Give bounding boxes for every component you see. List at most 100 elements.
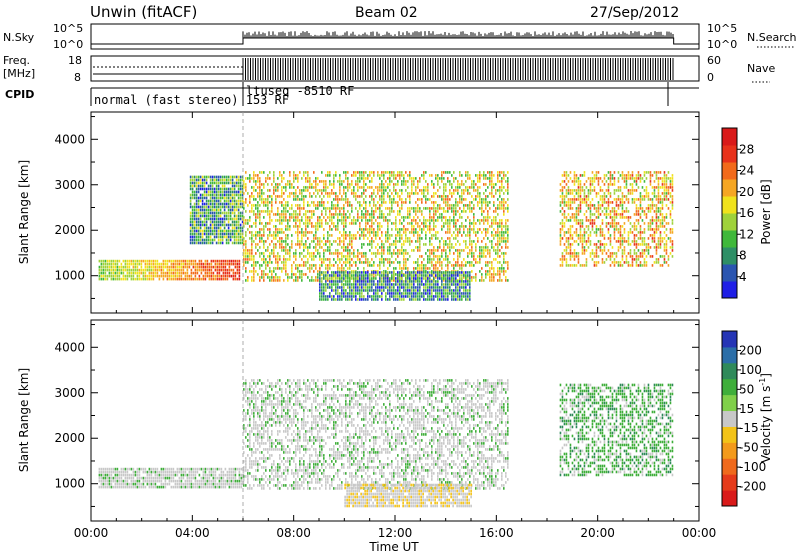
echo-cell [134, 259, 137, 263]
echo-cell [401, 183, 403, 186]
echo-cell [287, 210, 289, 213]
echo-cell [453, 189, 455, 192]
echo-cell [497, 222, 499, 225]
echo-cell [447, 219, 449, 222]
echo-cell [351, 274, 353, 277]
echo-cell [281, 240, 283, 243]
echo-cell [493, 279, 495, 282]
echo-cell [285, 249, 287, 252]
echo-cell [413, 267, 415, 270]
echo-cell [162, 265, 165, 269]
echo-cell [415, 277, 417, 280]
echo-cell [437, 216, 439, 219]
echo-cell [297, 225, 299, 228]
echo-cell [335, 292, 337, 295]
echo-cell [443, 183, 445, 186]
echo-cell [505, 207, 507, 210]
echo-cell [160, 271, 163, 275]
echo-cell [449, 207, 451, 210]
echo-cell [441, 195, 443, 198]
echo-cell [285, 207, 287, 210]
echo-cell [437, 174, 439, 177]
echo-cell [457, 240, 459, 243]
echo-cell [407, 240, 409, 243]
echo-cell [307, 231, 309, 234]
echo-cell [441, 286, 443, 289]
echo-cell [489, 225, 491, 228]
echo-cell [497, 225, 499, 228]
echo-cell [393, 171, 395, 174]
echo-cell [227, 196, 230, 200]
echo-cell [291, 207, 293, 210]
echo-cell [285, 237, 287, 240]
echo-cell [307, 216, 309, 219]
echo-cell [136, 259, 139, 263]
echo-cell [395, 258, 397, 261]
echo-cell [229, 214, 232, 218]
echo-cell [351, 222, 353, 225]
echo-cell [479, 198, 481, 201]
echo-cell [112, 271, 115, 275]
echo-cell [283, 279, 285, 282]
echo-cell [225, 223, 228, 227]
echo-cell [271, 210, 273, 213]
echo-cell [369, 201, 371, 204]
echo-cell [186, 274, 189, 278]
echo-cell [455, 213, 457, 216]
echo-cell [299, 276, 301, 279]
echo-cell [373, 210, 375, 213]
echo-cell [507, 264, 509, 267]
echo-cell [431, 283, 433, 286]
echo-cell [459, 280, 461, 283]
echo-cell [327, 267, 329, 270]
echo-cell [421, 192, 423, 195]
echo-cell [349, 222, 351, 225]
echo-cell [277, 255, 279, 258]
echo-cell [307, 258, 309, 261]
echo-cell [487, 195, 489, 198]
echo-cell [459, 286, 461, 289]
echo-cell [281, 246, 283, 249]
echo-cell [201, 232, 204, 236]
echo-cell [313, 180, 315, 183]
echo-cell [457, 271, 459, 274]
echo-cell [493, 186, 495, 189]
echo-cell [411, 177, 413, 180]
echo-cell [277, 252, 279, 255]
echo-cell [505, 261, 507, 264]
echo-cell [245, 258, 247, 261]
echo-cell [329, 264, 331, 267]
echo-cell [407, 274, 409, 277]
echo-cell [397, 204, 399, 207]
echo-cell [447, 280, 449, 283]
echo-cell [249, 225, 251, 228]
echo-cell [231, 217, 234, 221]
echo-cell [451, 186, 453, 189]
echo-cell [265, 204, 267, 207]
echo-cell [383, 264, 385, 267]
echo-cell [114, 277, 117, 281]
echo-cell [285, 225, 287, 228]
echo-cell [351, 183, 353, 186]
echo-cell [201, 241, 204, 245]
echo-cell [349, 286, 351, 289]
echo-cell [373, 222, 375, 225]
echo-cell [343, 228, 345, 231]
echo-cell [447, 222, 449, 225]
echo-cell [228, 262, 231, 266]
echo-cell [195, 199, 198, 203]
echo-cell [365, 189, 367, 192]
echo-cell [343, 243, 345, 246]
echo-cell [253, 222, 255, 225]
echo-cell [245, 177, 247, 180]
echo-cell [379, 210, 381, 213]
echo-cell [349, 280, 351, 283]
echo-cell [229, 193, 232, 197]
echo-cell [433, 255, 435, 258]
echo-cell [263, 243, 265, 246]
echo-cell [257, 249, 259, 252]
echo-cell [339, 207, 341, 210]
echo-cell [403, 183, 405, 186]
echo-cell [423, 195, 425, 198]
echo-cell [148, 268, 151, 272]
